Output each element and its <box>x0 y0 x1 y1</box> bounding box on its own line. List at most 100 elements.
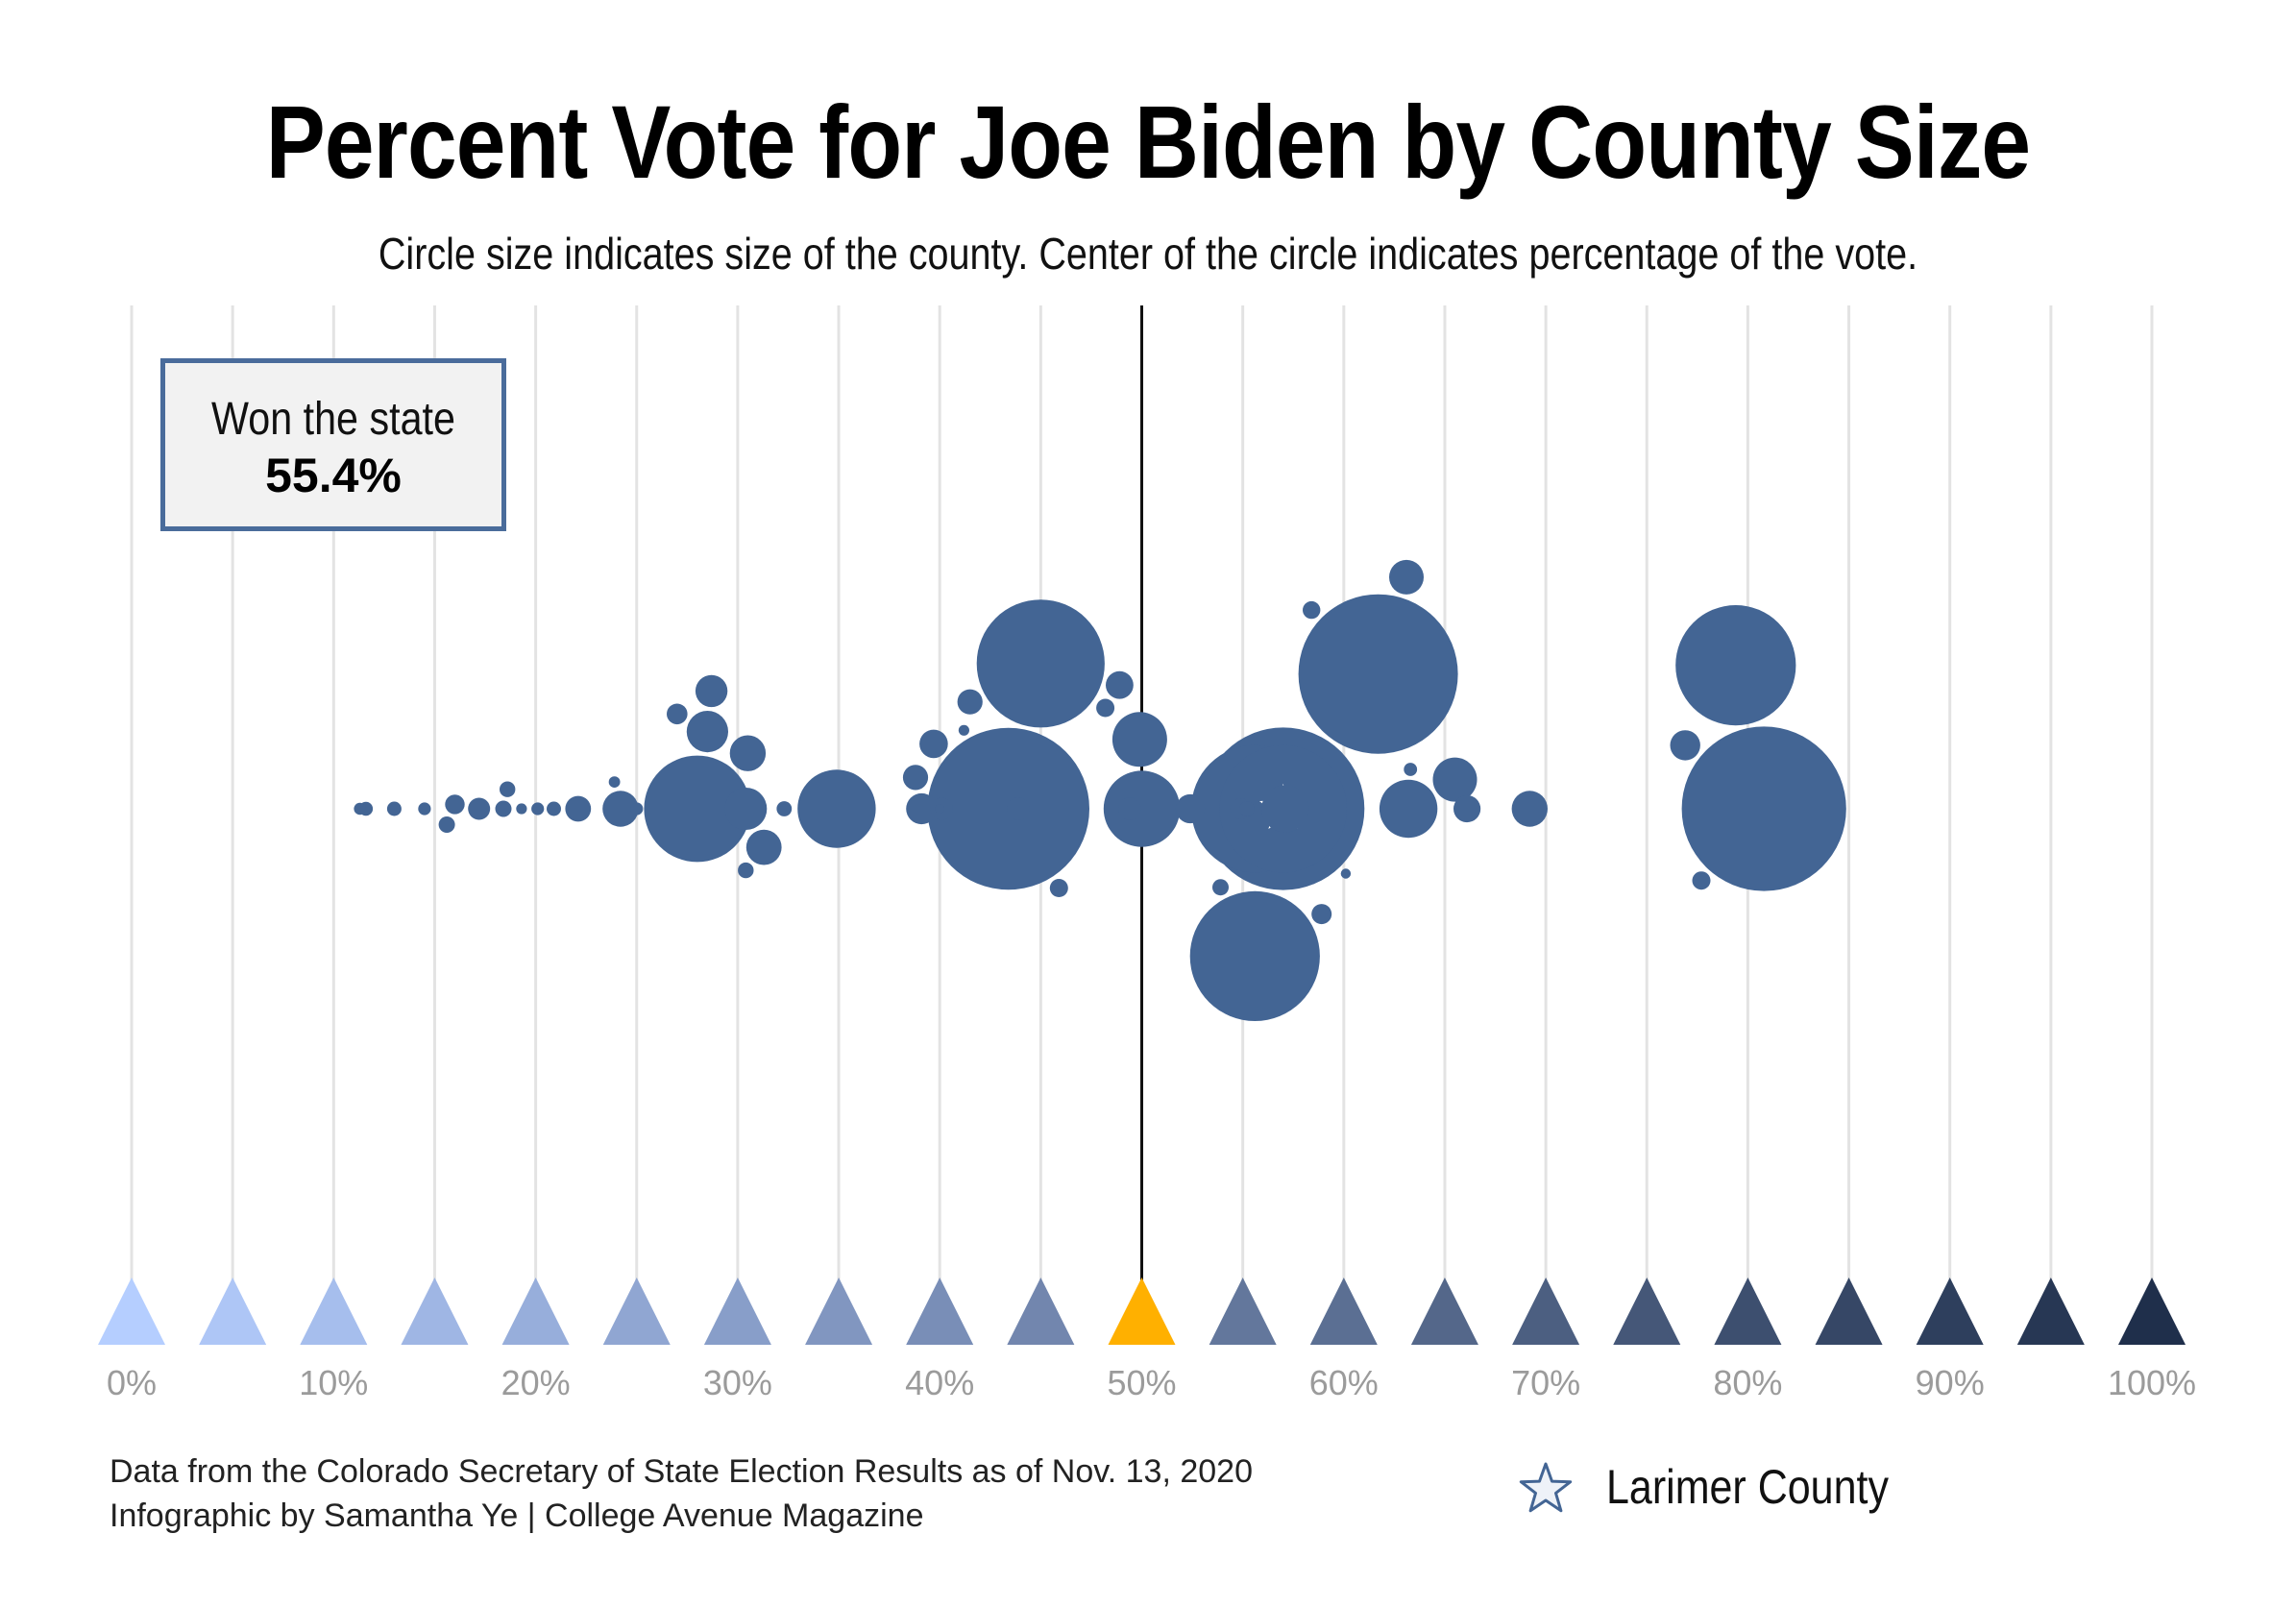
won-the-state-box: Won the state 55.4% <box>160 358 506 531</box>
county-bubble <box>630 802 644 816</box>
won-the-state-label: Won the state <box>211 394 455 445</box>
x-tick-label: 90% <box>1916 1363 1985 1402</box>
x-tick-label: 60% <box>1309 1363 1379 1402</box>
x-tick-label: 70% <box>1511 1363 1580 1402</box>
x-tick-label: 0% <box>107 1363 157 1402</box>
county-bubble <box>1453 794 1481 823</box>
scale-triangle <box>98 1278 165 1345</box>
scale-triangle <box>1512 1278 1580 1345</box>
county-bubble <box>906 792 938 825</box>
scale-triangle <box>703 1278 771 1345</box>
county-bubble <box>644 755 751 863</box>
scale-triangle <box>1916 1278 1984 1345</box>
county-bubble <box>1212 879 1229 896</box>
county-bubble <box>1432 757 1478 802</box>
county-bubble <box>1103 770 1181 847</box>
data-source-credit: Data from the Colorado Secretary of Stat… <box>110 1453 1253 1490</box>
county-bubble <box>1106 670 1134 699</box>
scale-triangle <box>602 1278 671 1345</box>
county-bubble <box>1298 594 1458 754</box>
midpoint-triangle <box>1108 1278 1176 1345</box>
x-tick-label: 30% <box>703 1363 772 1402</box>
county-bubble <box>738 862 754 879</box>
county-bubble <box>608 776 621 788</box>
county-bubble <box>667 703 688 725</box>
author-credit: Infographic by Samantha Ye | College Ave… <box>110 1497 924 1534</box>
county-bubble <box>1389 559 1424 595</box>
county-bubble <box>1239 801 1255 816</box>
county-bubble <box>1511 791 1549 827</box>
county-bubble <box>495 800 512 817</box>
x-tick-label: 40% <box>905 1363 974 1402</box>
county-bubble <box>1303 600 1321 620</box>
scale-triangle <box>1613 1278 1681 1345</box>
legend-label: Larimer County <box>1606 1460 1889 1514</box>
x-axis-tick-labels: 0% 10% 20% 30% 40% 50% 60% 70% 80% 90% 100% <box>107 1363 2196 1402</box>
county-bubble <box>958 724 970 736</box>
scale-triangle <box>501 1278 570 1345</box>
county-bubble <box>797 769 876 848</box>
scale-triangle <box>1007 1278 1075 1345</box>
x-tick-label: 20% <box>501 1363 571 1402</box>
scale-triangle <box>1309 1278 1378 1345</box>
county-bubble <box>1261 785 1309 833</box>
scale-triangle <box>906 1278 974 1345</box>
county-bubbles <box>354 559 1846 1021</box>
x-tick-label: 80% <box>1713 1363 1782 1402</box>
scale-triangle <box>1815 1278 1883 1345</box>
county-bubble <box>500 781 516 797</box>
county-bubble <box>745 829 782 865</box>
scale-triangle <box>401 1278 469 1345</box>
county-bubble <box>386 801 402 816</box>
scale-triangle <box>2118 1278 2186 1345</box>
x-tick-label: 50% <box>1107 1363 1176 1402</box>
county-bubble <box>516 803 527 815</box>
county-bubble <box>1379 779 1438 839</box>
county-bubble <box>902 765 929 791</box>
percent-scale-triangles <box>98 1278 2186 1345</box>
county-bubble <box>1118 797 1141 820</box>
county-bubble <box>1049 879 1068 897</box>
county-bubble <box>1692 871 1711 890</box>
county-bubble <box>1681 726 1846 891</box>
county-bubble <box>1111 712 1167 767</box>
scale-triangle <box>805 1278 873 1345</box>
county-bubble <box>438 816 455 833</box>
county-bubble <box>354 802 366 816</box>
county-bubble <box>445 794 465 815</box>
county-bubble <box>1096 698 1115 718</box>
county-bubble <box>1175 793 1206 824</box>
county-bubble <box>957 689 983 715</box>
county-bubble <box>1404 763 1418 776</box>
county-bubble <box>1311 904 1332 925</box>
scale-triangle <box>1209 1278 1277 1345</box>
x-tick-label: 100% <box>2108 1363 2196 1402</box>
chart-title: Percent Vote for Joe Biden by County Siz… <box>265 84 2031 200</box>
county-bubble <box>531 802 545 816</box>
county-bubble <box>1189 890 1320 1021</box>
x-tick-label: 10% <box>299 1363 368 1402</box>
county-bubble <box>602 791 639 827</box>
county-bubble <box>1670 730 1700 761</box>
county-bubble <box>418 802 431 816</box>
won-the-state-value: 55.4% <box>265 449 402 502</box>
scale-triangle <box>1410 1278 1478 1345</box>
county-bubble <box>976 599 1105 728</box>
county-bubble <box>729 735 767 771</box>
county-bubble <box>695 674 728 708</box>
scale-triangle <box>2016 1278 2085 1345</box>
legend-star-shape <box>1519 1462 1573 1513</box>
county-bubble <box>724 788 768 830</box>
county-bubble <box>565 795 592 822</box>
county-bubble <box>1340 868 1352 879</box>
county-bubble <box>468 797 491 820</box>
star-icon <box>1519 1462 1573 1513</box>
scale-triangle <box>199 1278 267 1345</box>
county-bubble <box>547 801 561 816</box>
county-bubble <box>919 729 948 759</box>
county-bubble <box>686 711 729 753</box>
county-bubble <box>1675 605 1796 726</box>
scale-triangle <box>300 1278 368 1345</box>
county-bubble <box>935 804 945 814</box>
